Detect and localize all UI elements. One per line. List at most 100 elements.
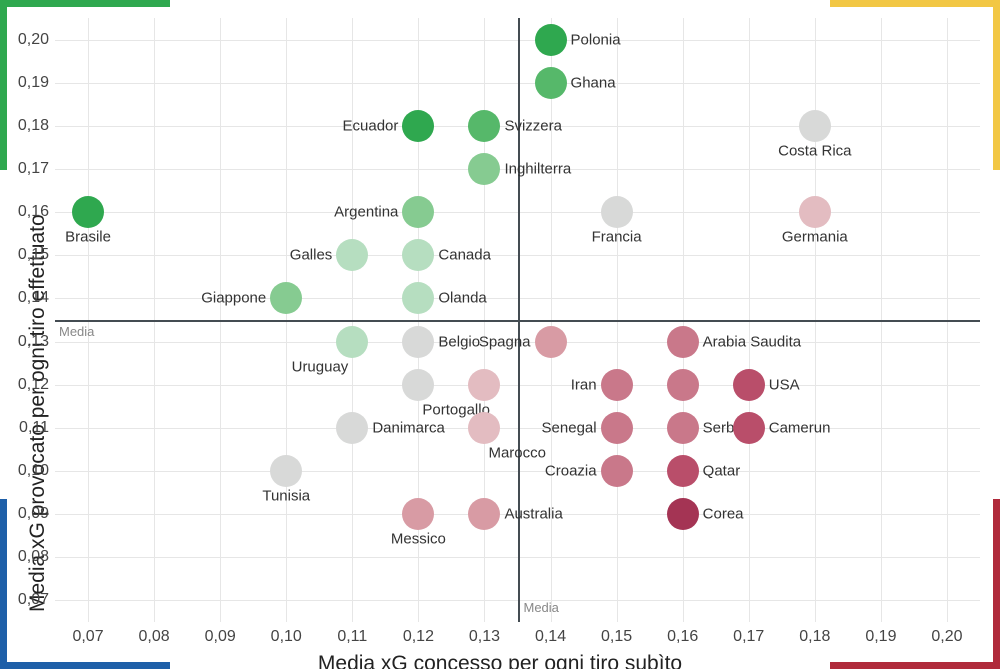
- x-tick-label: 0,20: [931, 628, 962, 646]
- data-point-label: Marocco: [488, 444, 546, 461]
- x-tick-label: 0,09: [205, 628, 236, 646]
- data-point: [402, 326, 434, 358]
- data-point: [535, 24, 567, 56]
- data-point-label: Uruguay: [292, 358, 349, 375]
- media-label-x: Media: [524, 600, 559, 615]
- x-tick-label: 0,08: [139, 628, 170, 646]
- quadrant-border: [0, 0, 170, 7]
- chart-stage: Brasile Giappone Tunisia Galles Uruguay Danim…: [0, 0, 1000, 669]
- data-point-label: Belgio: [438, 333, 480, 350]
- data-point-label: Polonia: [571, 31, 621, 48]
- data-point-label: Costa Rica: [778, 142, 851, 159]
- data-point-label: Camerun: [769, 419, 831, 436]
- data-point-label: Tunisia: [262, 488, 310, 505]
- plot-area: Brasile Giappone Tunisia Galles Uruguay Danim…: [55, 18, 980, 622]
- y-tick-label: 0,19: [18, 74, 49, 92]
- data-point: [667, 498, 699, 530]
- data-point: [535, 67, 567, 99]
- data-point: [601, 455, 633, 487]
- data-point: [733, 412, 765, 444]
- data-point-label: Senegal: [542, 419, 597, 436]
- data-point: [402, 196, 434, 228]
- data-point-label: Olanda: [438, 290, 486, 307]
- data-point: [336, 412, 368, 444]
- quadrant-border: [993, 499, 1000, 669]
- y-tick-label: 0,13: [18, 333, 49, 351]
- x-tick-label: 0,13: [469, 628, 500, 646]
- data-point: [402, 110, 434, 142]
- data-point-label: Danimarca: [372, 419, 445, 436]
- x-tick-label: 0,07: [72, 628, 103, 646]
- data-point-label: Giappone: [201, 290, 266, 307]
- data-point: [468, 153, 500, 185]
- x-tick-label: 0,10: [271, 628, 302, 646]
- data-point: [601, 196, 633, 228]
- data-point-label: Messico: [391, 531, 446, 548]
- x-tick-label: 0,18: [799, 628, 830, 646]
- data-point: [270, 455, 302, 487]
- data-point: [402, 239, 434, 271]
- data-point-label: Germania: [782, 229, 848, 246]
- y-tick-label: 0,08: [18, 548, 49, 566]
- quadrant-border: [0, 0, 7, 170]
- y-tick-label: 0,15: [18, 246, 49, 264]
- x-tick-label: 0,11: [337, 628, 367, 646]
- data-point-label: Brasile: [65, 229, 111, 246]
- data-point: [667, 455, 699, 487]
- media-label-y: Media: [59, 324, 94, 339]
- x-axis-label: Media xG concesso per ogni tiro subìto: [318, 652, 682, 669]
- x-tick-label: 0,15: [601, 628, 632, 646]
- data-point: [336, 239, 368, 271]
- data-point-label: Svizzera: [504, 117, 562, 134]
- data-point-label: Croazia: [545, 463, 597, 480]
- x-tick-label: 0,12: [403, 628, 434, 646]
- y-tick-label: 0,18: [18, 117, 49, 135]
- data-point: [468, 110, 500, 142]
- y-tick-label: 0,16: [18, 203, 49, 221]
- data-point: [799, 196, 831, 228]
- data-point: [402, 369, 434, 401]
- data-point: [336, 326, 368, 358]
- data-point-label: Spagna: [479, 333, 531, 350]
- data-point-label: Galles: [290, 247, 333, 264]
- data-point: [667, 326, 699, 358]
- data-point-label: Ecuador: [343, 117, 399, 134]
- data-point: [667, 369, 699, 401]
- y-tick-label: 0,20: [18, 31, 49, 49]
- x-tick-label: 0,17: [733, 628, 764, 646]
- y-tick-label: 0,07: [18, 591, 49, 609]
- data-point: [601, 369, 633, 401]
- data-point-label: Ghana: [571, 74, 616, 91]
- data-point: [468, 412, 500, 444]
- y-tick-label: 0,17: [18, 160, 49, 178]
- quadrant-border: [993, 0, 1000, 170]
- data-point-label: Qatar: [703, 463, 741, 480]
- y-tick-label: 0,11: [19, 419, 49, 437]
- x-tick-label: 0,19: [865, 628, 896, 646]
- data-point-label: Iran: [571, 376, 597, 393]
- data-point-label: Arabia Saudita: [703, 333, 801, 350]
- x-tick-label: 0,16: [667, 628, 698, 646]
- data-point: [270, 282, 302, 314]
- median-y-line: [55, 320, 980, 322]
- data-point: [799, 110, 831, 142]
- y-tick-label: 0,10: [18, 462, 49, 480]
- quadrant-border: [0, 662, 170, 669]
- data-point-label: Canada: [438, 247, 491, 264]
- x-tick-label: 0,14: [535, 628, 566, 646]
- y-tick-label: 0,12: [18, 376, 49, 394]
- data-point: [667, 412, 699, 444]
- data-point: [72, 196, 104, 228]
- data-point: [733, 369, 765, 401]
- data-point-label: Francia: [592, 229, 642, 246]
- data-point: [601, 412, 633, 444]
- data-point: [468, 369, 500, 401]
- data-point-label: Australia: [504, 506, 562, 523]
- y-tick-label: 0,14: [18, 289, 49, 307]
- data-point-label: Corea: [703, 506, 744, 523]
- data-point: [402, 498, 434, 530]
- quadrant-border: [0, 499, 7, 669]
- y-tick-label: 0,09: [18, 505, 49, 523]
- data-point: [468, 498, 500, 530]
- data-point-label: Inghilterra: [504, 161, 571, 178]
